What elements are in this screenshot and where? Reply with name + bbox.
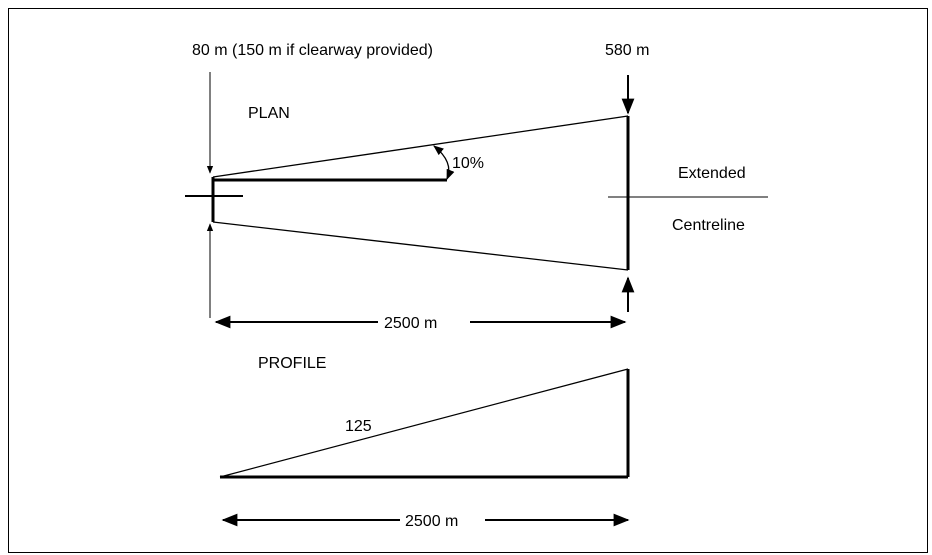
outer-width-label: 580 m xyxy=(605,42,649,59)
centreline-label-centreline: Centreline xyxy=(672,217,745,234)
diagram-frame xyxy=(8,8,928,553)
divergence-label: 10% xyxy=(452,155,484,172)
centreline-label-extended: Extended xyxy=(678,165,746,182)
divergence-angle-arc xyxy=(433,145,455,180)
profile-slope-line xyxy=(219,368,629,478)
plan-length-label: 2500 m xyxy=(384,315,437,332)
surface-bottom-edge xyxy=(212,221,629,271)
profile-title: PROFILE xyxy=(258,355,326,372)
surface-top-edge xyxy=(212,115,629,178)
profile-length-label: 2500 m xyxy=(405,513,458,530)
profile-slope-label: 125 xyxy=(345,418,372,435)
inner-width-label: 80 m (150 m if clearway provided) xyxy=(192,42,433,59)
plan-title: PLAN xyxy=(248,105,290,122)
